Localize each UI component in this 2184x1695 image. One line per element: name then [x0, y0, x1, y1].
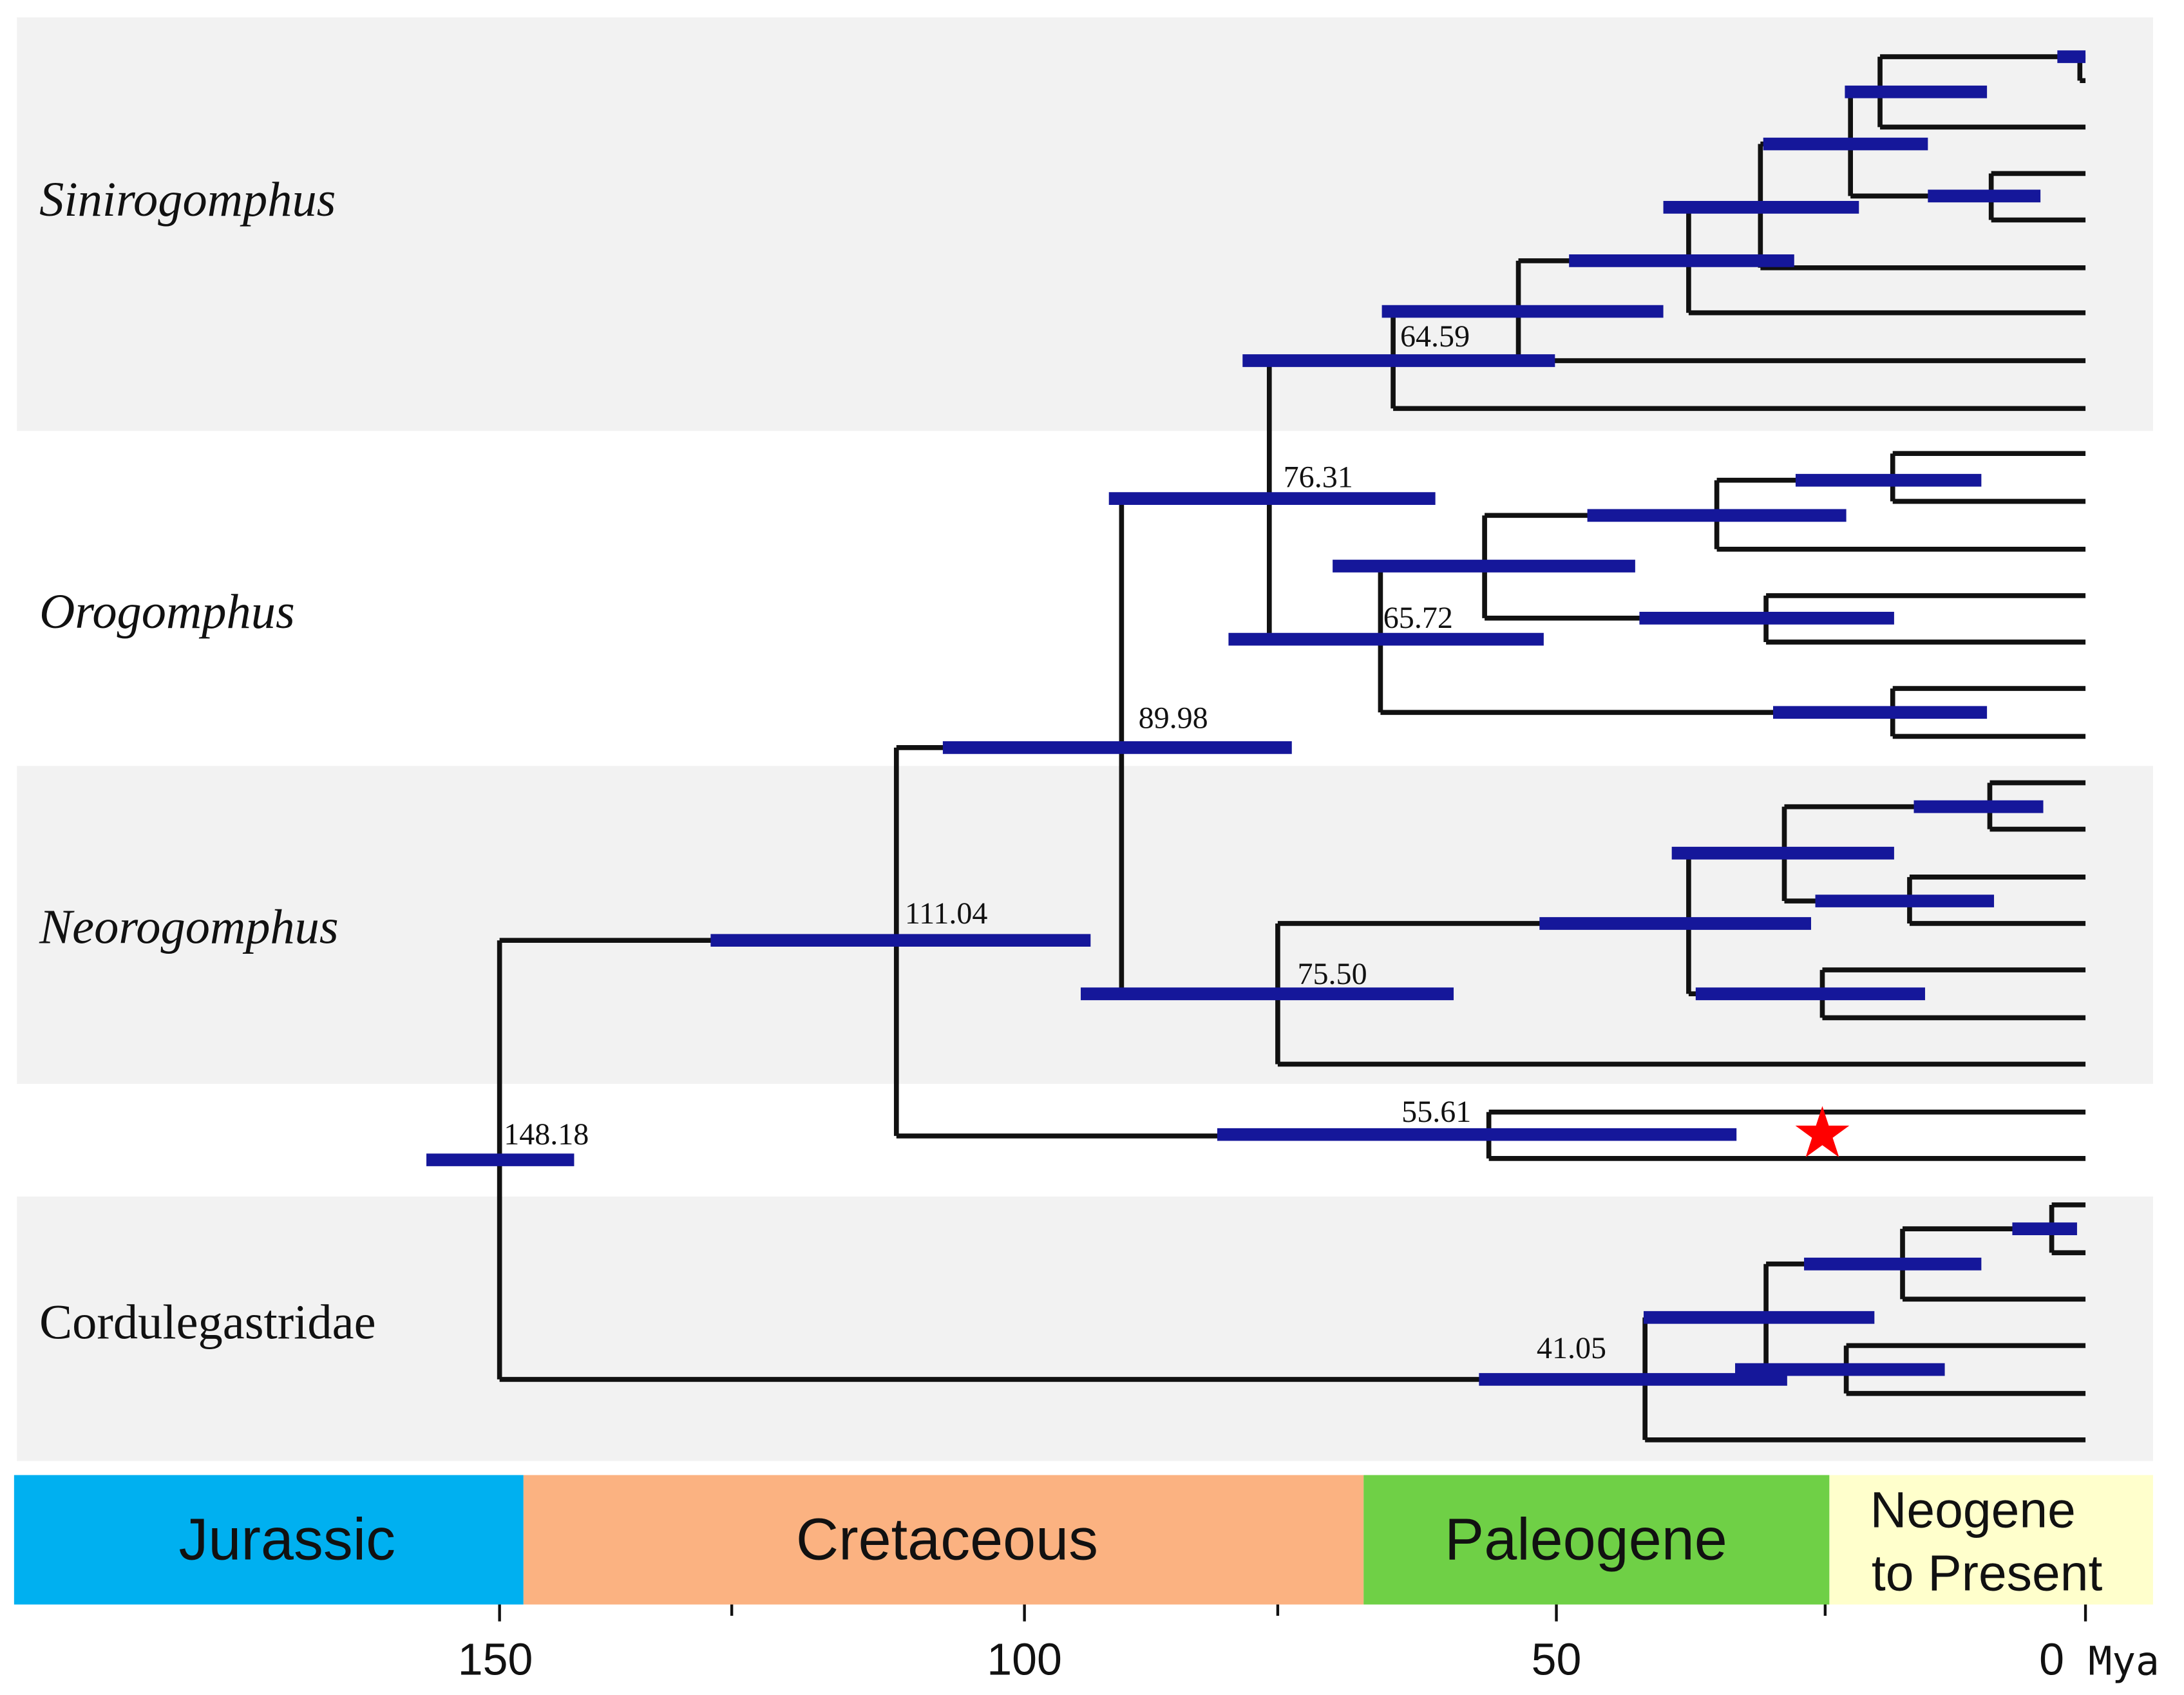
hpd-bars	[426, 50, 2086, 1386]
axis-tick-label: 150	[458, 1634, 533, 1685]
node-age-labels: 148.18 111.04 89.98 76.31 75.50 65.72 64…	[504, 319, 1606, 1365]
clade-label-cordulegastridae: Cordulegastridae	[39, 1295, 375, 1350]
axis-tick-label: 0	[2039, 1634, 2064, 1685]
clade-bands	[17, 17, 2153, 1461]
geologic-timescale: Jurassic Cretaceous Paleogene Neogene to…	[14, 1475, 2153, 1605]
node-age-label: 55.61	[1401, 1095, 1471, 1129]
clade-label-orogomphus: Orogomphus	[39, 584, 295, 639]
period-label-neogene-line1: Neogene	[1870, 1481, 2076, 1538]
axis-tick-label: 50	[1532, 1634, 1582, 1685]
period-block-cretaceous	[523, 1475, 1364, 1605]
node-age-label: 75.50	[1297, 957, 1367, 991]
node-age-label: 41.05	[1537, 1331, 1606, 1365]
period-label-cretaceous: Cretaceous	[796, 1507, 1098, 1573]
period-block-neogene	[1829, 1475, 2153, 1605]
node-age-label: 111.04	[905, 896, 988, 931]
node-age-label: 89.98	[1139, 701, 1208, 735]
branch-orogomphus	[1378, 451, 2086, 739]
node-age-label: 148.18	[504, 1117, 589, 1151]
clade-label-neorogomphus: Neorogomphus	[39, 900, 339, 954]
period-block-paleogene	[1363, 1475, 1830, 1605]
period-label-jurassic: Jurassic	[178, 1507, 395, 1573]
axis-unit-label: Mya	[2088, 1639, 2159, 1685]
period-label-neogene-line2: to Present	[1872, 1545, 2103, 1602]
band-cordulegastridae	[17, 1196, 2153, 1461]
node-age-label: 65.72	[1383, 601, 1453, 635]
axis-tick-label: 100	[987, 1634, 1062, 1685]
band-sinirogomphus	[17, 17, 2153, 431]
clade-label-sinirogomphus-text: Sinirogomphus	[39, 172, 336, 227]
red-star-icon: ★	[1791, 1092, 1854, 1174]
time-axis: 150 100 50 0 Mya	[458, 1604, 2160, 1685]
node-age-label: 76.31	[1284, 460, 1353, 495]
period-block-jurassic	[14, 1475, 524, 1605]
period-label-paleogene: Paleogene	[1445, 1507, 1727, 1573]
node-age-label: 64.59	[1400, 319, 1470, 354]
